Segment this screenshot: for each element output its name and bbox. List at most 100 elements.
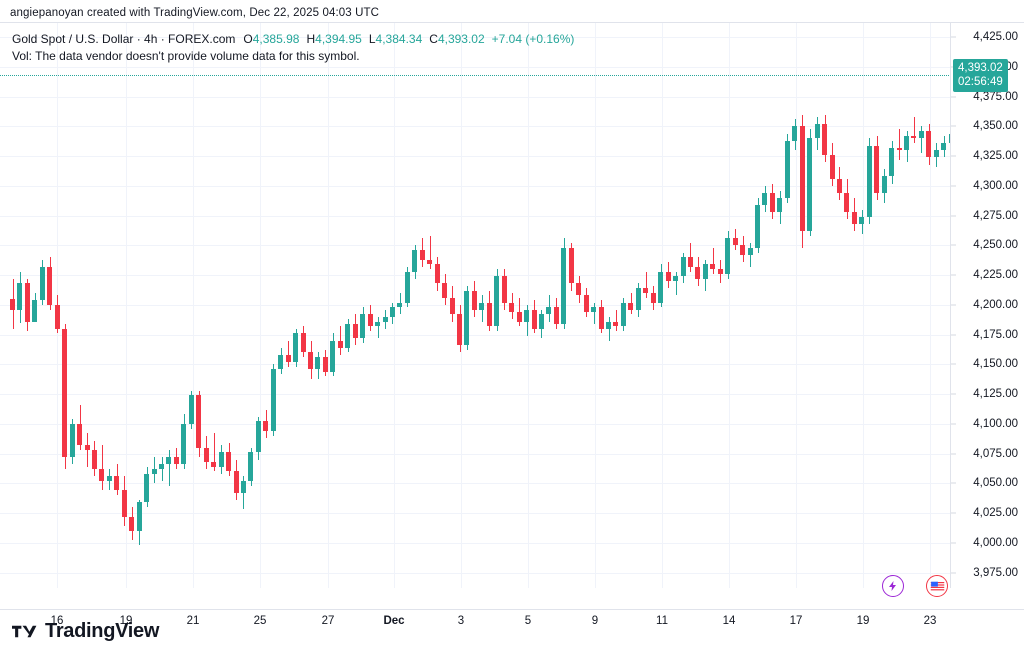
time-tick-label: 27 [321, 615, 335, 627]
gridline-horizontal [0, 394, 950, 396]
price-tick-dash [951, 423, 956, 425]
price-tick-dash [951, 304, 956, 306]
candle-body-bearish [449, 297, 455, 315]
candle-body-bullish [151, 469, 157, 474]
candle-body-bullish [479, 302, 485, 310]
time-tick-label: 14 [722, 615, 736, 627]
candle-body-bearish [367, 314, 373, 327]
price-tick-dash [951, 215, 956, 217]
candle-body-bullish [918, 131, 924, 139]
candle-body-bearish [896, 147, 902, 151]
candle-body-bearish [352, 323, 358, 339]
candle-body-bearish [576, 283, 582, 296]
current-price-badge: 4,393.02 02:56:49 [953, 59, 1008, 93]
price-tick-label: 4,200.00 [973, 298, 1018, 311]
gridline-horizontal [0, 67, 950, 68]
price-tick-dash [951, 572, 956, 574]
gridline-horizontal [0, 96, 950, 98]
candle-body-bullish [375, 321, 381, 327]
price-tick-label: 4,125.00 [973, 388, 1018, 401]
gridline-horizontal [0, 37, 950, 39]
candle-body-bullish [218, 452, 224, 467]
ohlc-close: C4,393.02 [429, 32, 484, 46]
legend-symbol-row: Gold Spot / U.S. Dollar · 4h · FOREX.com… [12, 31, 574, 48]
candle-body-bullish [389, 307, 395, 317]
candle-body-bullish [397, 302, 403, 308]
gridline-vertical [595, 23, 596, 588]
gridline-vertical [662, 23, 663, 588]
bar-countdown: 02:56:49 [958, 76, 1003, 89]
candle-body-bullish [814, 124, 820, 139]
ohlc-high-key: H [306, 32, 316, 46]
price-tick-dash [951, 244, 956, 246]
price-tick-dash [951, 393, 956, 395]
candle-body-bullish [330, 340, 336, 372]
candle-body-bullish [270, 369, 276, 431]
candle-body-bullish [17, 283, 23, 310]
time-tick-label: 25 [253, 615, 267, 627]
price-tick-label: 4,150.00 [973, 358, 1018, 371]
candle-body-bearish [211, 461, 217, 467]
time-scale[interactable]: 16 19 21 25 27 Dec 3 5 9 11 14 17 19 23 [0, 611, 1024, 633]
ohlc-low: L4,384.34 [369, 32, 422, 46]
candle-body-bearish [687, 257, 693, 267]
candle-body-bullish [606, 321, 611, 329]
candle-body-bullish [546, 307, 552, 315]
price-scale[interactable]: 4,425.004,400.004,375.004,350.004,325.00… [951, 23, 1024, 588]
candle-body-bullish [762, 193, 768, 205]
candle-body-bearish [203, 447, 209, 462]
candle-body-bearish [196, 395, 202, 448]
candle-wick [921, 126, 922, 153]
candle-body-bearish [583, 295, 589, 313]
candle-body-bullish [248, 452, 254, 481]
gridline-vertical [394, 23, 395, 588]
candle-body-bearish [665, 271, 671, 282]
price-tick-label: 4,075.00 [973, 447, 1018, 460]
chart-frame: Gold Spot / U.S. Dollar · 4h · FOREX.com… [0, 22, 1024, 627]
candle-body-bearish [322, 357, 328, 372]
gridline-vertical [328, 23, 329, 588]
candle-wick [616, 309, 617, 332]
candle-body-bearish [419, 250, 425, 260]
candle-body-bullish [293, 333, 299, 362]
candle-body-bearish [643, 288, 649, 293]
gridline-horizontal [0, 215, 950, 217]
candle-body-bearish [300, 333, 306, 353]
candle-body-bearish [54, 304, 60, 329]
candle-body-bullish [494, 276, 500, 327]
candle-body-bearish [308, 352, 313, 370]
gridline-horizontal [0, 364, 950, 366]
plot-area[interactable] [0, 23, 951, 588]
time-tick-label: 19 [856, 615, 870, 627]
candle-body-bearish [829, 155, 835, 179]
price-tick-label: 4,175.00 [973, 328, 1018, 341]
gridline-horizontal [0, 245, 950, 247]
candle-body-bullish [777, 197, 783, 213]
candlestick-series[interactable] [0, 23, 950, 588]
candle-body-bullish [807, 138, 813, 232]
gridline-horizontal [0, 156, 950, 158]
us-flag-icon[interactable] [926, 575, 948, 597]
ohlc-open-value: 4,385.98 [252, 32, 300, 46]
time-tick-label: 9 [591, 615, 599, 627]
candle-body-bearish [613, 321, 619, 327]
price-tick-label: 4,275.00 [973, 209, 1018, 222]
candle-wick [87, 433, 88, 467]
price-tick-label: 4,425.00 [973, 31, 1018, 44]
candle-body-bullish [784, 140, 790, 198]
candle-wick [169, 450, 170, 486]
candle-body-bullish [755, 204, 760, 248]
gridline-vertical [863, 23, 864, 588]
gridline-vertical [461, 23, 462, 588]
candle-body-bearish [62, 328, 68, 458]
lightning-bolt-icon[interactable] [882, 575, 904, 597]
candle-body-bearish [531, 309, 537, 329]
symbol-title[interactable]: Gold Spot / U.S. Dollar · 4h · FOREX.com [12, 32, 236, 46]
candle-body-bullish [635, 288, 641, 310]
candle-body-bullish [144, 473, 150, 503]
price-tick-label: 4,225.00 [973, 269, 1018, 282]
candle-wick [914, 116, 915, 144]
candle-body-bullish [39, 266, 45, 301]
candle-body-bearish [226, 452, 232, 472]
candle-body-bullish [889, 147, 895, 177]
